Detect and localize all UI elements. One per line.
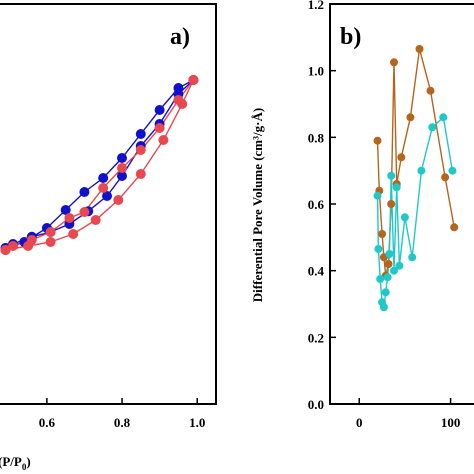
data-point bbox=[415, 45, 424, 53]
x-tick-label: 1.0 bbox=[189, 415, 205, 430]
data-point bbox=[98, 173, 109, 183]
data-point bbox=[373, 191, 382, 200]
x-axis-label-subscript: 0 bbox=[22, 462, 27, 472]
panel-b-frame bbox=[329, 3, 474, 405]
panel-b-y-axis-label: Differential Pore Volume (cm³/g·Å) bbox=[250, 108, 265, 302]
data-point bbox=[383, 273, 392, 282]
y-tick-label: 0.4 bbox=[308, 264, 325, 279]
data-point bbox=[154, 105, 165, 115]
data-point bbox=[395, 261, 404, 270]
y-tick-label: 1.0 bbox=[308, 64, 324, 79]
panel-b-label: b) bbox=[340, 24, 361, 50]
data-point bbox=[381, 288, 390, 297]
data-point bbox=[385, 250, 394, 258]
data-point bbox=[373, 136, 382, 145]
panel-a: 0.6 0.8 1.0 a) (P/P0) bbox=[0, 3, 217, 472]
y-tick-label: 0.8 bbox=[308, 130, 325, 145]
data-point bbox=[439, 113, 448, 122]
data-point bbox=[64, 213, 75, 223]
data-point bbox=[397, 153, 406, 162]
data-point bbox=[45, 227, 56, 237]
data-point bbox=[60, 205, 71, 215]
x-tick-label: 0 bbox=[356, 415, 363, 430]
data-point bbox=[135, 169, 146, 179]
panel-a-frame bbox=[0, 3, 217, 405]
data-point bbox=[450, 223, 459, 232]
data-point bbox=[68, 229, 79, 239]
panel-b-data-points bbox=[373, 45, 459, 312]
y-tick-label: 1.2 bbox=[308, 0, 324, 12]
panel-a-data-points bbox=[0, 75, 199, 255]
data-point bbox=[113, 195, 124, 205]
data-point bbox=[79, 207, 90, 217]
series-line bbox=[5, 79, 194, 251]
data-point bbox=[387, 200, 396, 208]
x-axis-label-text: (P/P bbox=[0, 454, 22, 469]
data-point bbox=[135, 145, 146, 155]
y-tick-label: 0.6 bbox=[308, 197, 325, 212]
data-point bbox=[90, 215, 101, 225]
panel-a-x-axis-label: (P/P0) bbox=[0, 454, 31, 472]
y-tick-label: 0.0 bbox=[308, 397, 324, 412]
y-tick-label: 0.2 bbox=[308, 330, 324, 345]
data-point bbox=[428, 123, 437, 132]
data-point bbox=[379, 303, 388, 312]
data-point bbox=[408, 253, 417, 262]
data-point bbox=[0, 245, 11, 255]
data-point bbox=[188, 75, 199, 85]
data-point bbox=[378, 230, 387, 238]
data-point bbox=[448, 166, 457, 175]
data-point bbox=[154, 123, 165, 133]
data-point bbox=[117, 153, 127, 163]
panel-b: 0 100 0.0 0.2 0.4 0.6 0.8 1.0 1.2 b) Differenti… bbox=[250, 0, 474, 430]
x-tick-label: 100 bbox=[441, 415, 461, 430]
data-point bbox=[98, 183, 109, 193]
panel-a-series-lines bbox=[5, 79, 195, 251]
data-point bbox=[390, 58, 398, 67]
data-point bbox=[441, 173, 450, 182]
data-point bbox=[406, 113, 415, 122]
data-point bbox=[8, 241, 18, 251]
data-point bbox=[374, 245, 383, 253]
data-point bbox=[376, 275, 385, 283]
series-line bbox=[5, 79, 195, 251]
panel-a-label: a) bbox=[170, 24, 190, 50]
data-point bbox=[158, 135, 169, 145]
panel-b-y-ticks: 0.0 0.2 0.4 0.6 0.8 1.0 1.2 bbox=[308, 0, 336, 412]
data-point bbox=[26, 235, 37, 245]
data-point bbox=[426, 86, 435, 95]
data-point bbox=[400, 213, 409, 222]
data-point bbox=[384, 260, 393, 268]
data-point bbox=[390, 266, 398, 275]
data-point bbox=[102, 191, 112, 201]
x-axis-label-close: ) bbox=[26, 454, 30, 469]
data-point bbox=[417, 166, 426, 175]
x-tick-label: 0.8 bbox=[114, 415, 131, 430]
data-point bbox=[117, 171, 127, 181]
data-point bbox=[79, 187, 90, 197]
panel-b-x-ticks: 0 100 bbox=[356, 398, 460, 430]
panel-a-x-ticks: 0.6 0.8 1.0 bbox=[39, 398, 205, 430]
data-point bbox=[387, 171, 396, 180]
data-point bbox=[135, 129, 146, 139]
data-point bbox=[45, 237, 56, 247]
data-point bbox=[173, 95, 184, 105]
x-tick-label: 0.6 bbox=[39, 415, 56, 430]
data-point bbox=[392, 183, 401, 192]
data-point bbox=[117, 163, 127, 173]
